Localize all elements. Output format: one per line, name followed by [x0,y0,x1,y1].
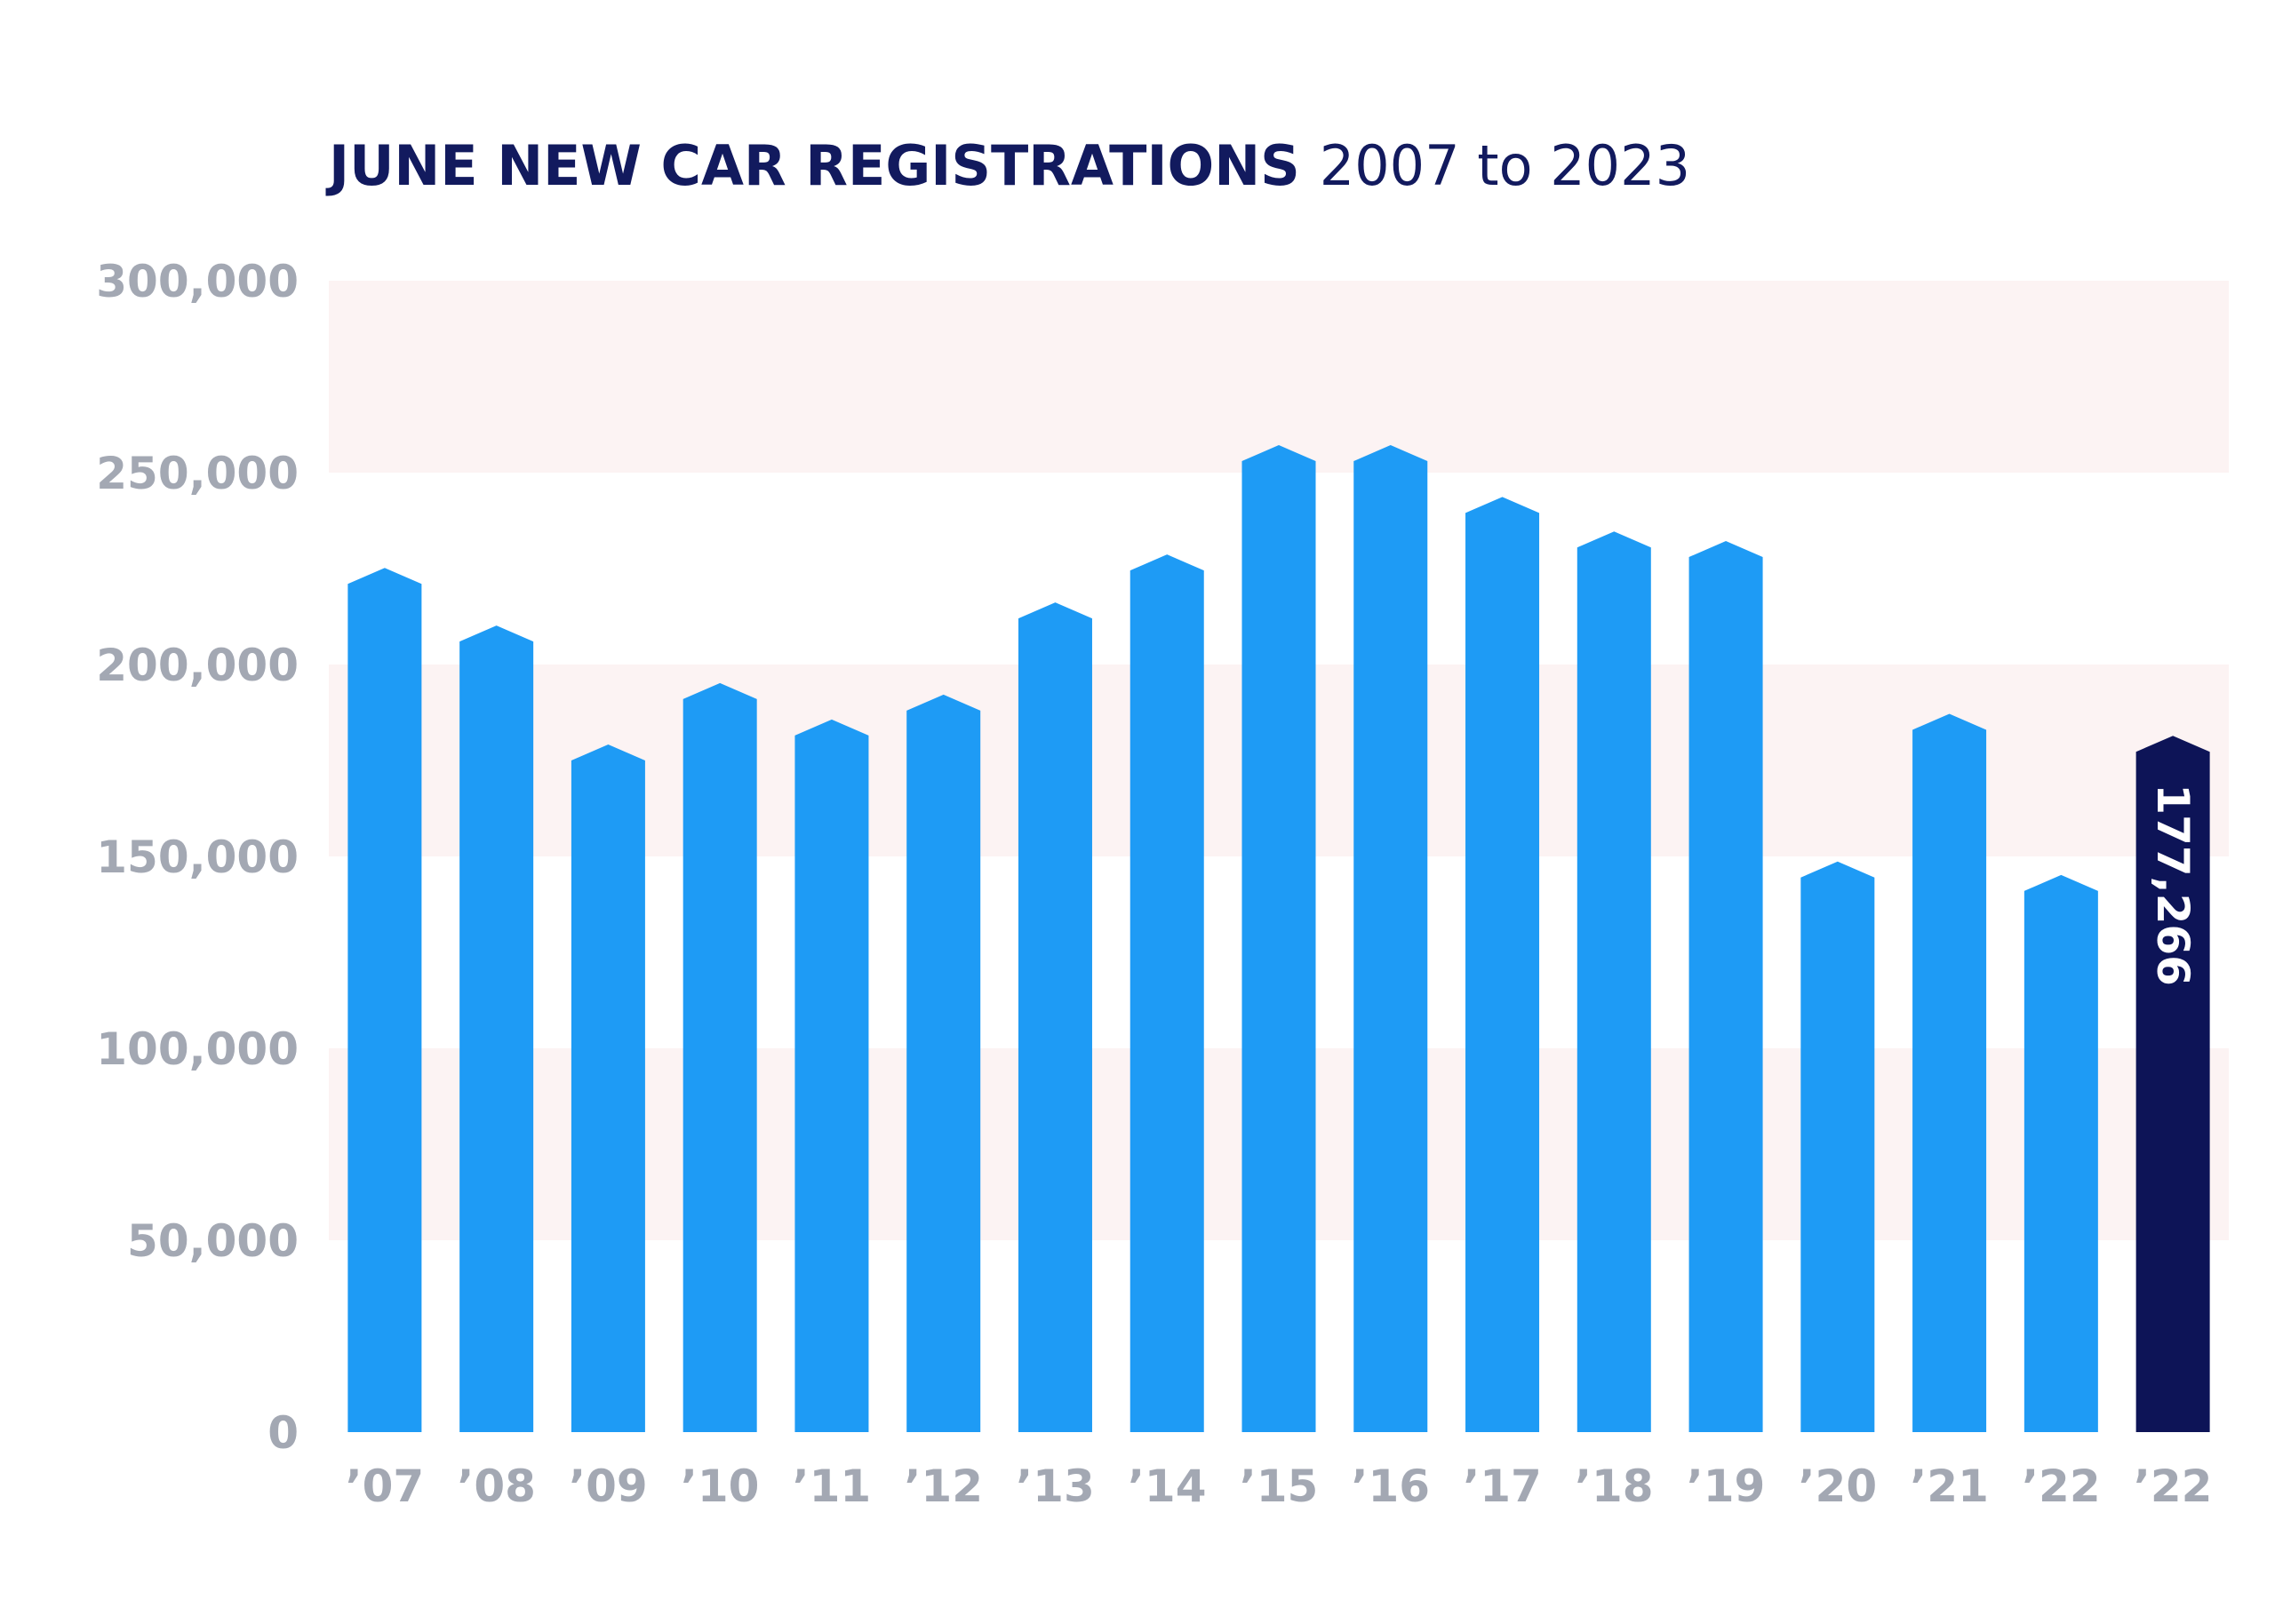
x-tick-label: ’17 [1463,1461,1542,1512]
x-tick-label: ’18 [1575,1461,1654,1512]
chart-subtitle: 2007 to 2023 [1320,133,1690,198]
bar [1353,445,1428,1432]
bar [1688,541,1763,1432]
bars [347,445,2210,1432]
bar [1130,554,1204,1432]
x-tick-label: ’16 [1351,1461,1430,1512]
x-tick-label: ’22 [2022,1461,2101,1512]
x-tick-label: ’07 [346,1461,425,1512]
chart-title-main: JUNE NEW CAR REGISTRATIONS [325,133,1300,198]
y-tick-label: 250,000 [96,448,299,499]
y-axis-ticks: 0 50,000 100,000 150,000 200,000 250,000 300,0… [96,256,299,1459]
x-tick-label: ’15 [1240,1461,1319,1512]
y-tick-label: 0 [267,1407,299,1459]
x-axis-ticks: ’07 ’08 ’09 ’10 ’11 ’12 ’13 ’14 ’15 ’16 ’17 ’18 ’19 ’… [346,1461,2213,1512]
y-tick-label: 200,000 [96,640,299,691]
y-tick-label: 100,000 [96,1023,299,1075]
x-tick-label: ’09 [569,1461,648,1512]
x-tick-label: ’12 [904,1461,983,1512]
x-tick-label: ’21 [1910,1461,1989,1512]
bar [906,694,981,1432]
x-tick-label: ’19 [1687,1461,1766,1512]
data-label: 177,266 [2147,784,2199,986]
bar [1465,497,1540,1432]
y-tick-label: 300,000 [96,256,299,307]
x-tick-label: ’11 [793,1461,872,1512]
chart-title: JUNE NEW CAR REGISTRATIONS 2007 to 2023 [325,133,1690,198]
bar [682,682,757,1432]
bar [571,744,645,1432]
bar [1241,445,1316,1432]
x-tick-label: ’14 [1128,1461,1207,1512]
x-tick-label: ’20 [1799,1461,1878,1512]
bar [1018,602,1092,1432]
grid-band [329,281,2229,473]
bar [1800,861,1875,1432]
bar [347,568,422,1432]
y-tick-label: 50,000 [127,1215,299,1267]
bar [1912,713,1987,1432]
bar [2024,874,2098,1432]
data-labels: 177,266 [2147,784,2199,986]
x-tick-label: ’22 [2134,1461,2213,1512]
bar [459,625,534,1432]
bar [794,719,869,1432]
bar [1577,531,1651,1432]
x-tick-label: ’08 [457,1461,536,1512]
x-tick-label: ’13 [1016,1461,1095,1512]
y-tick-label: 150,000 [96,832,299,883]
x-tick-label: ’10 [681,1461,760,1512]
bar-highlight [2135,736,2210,1432]
